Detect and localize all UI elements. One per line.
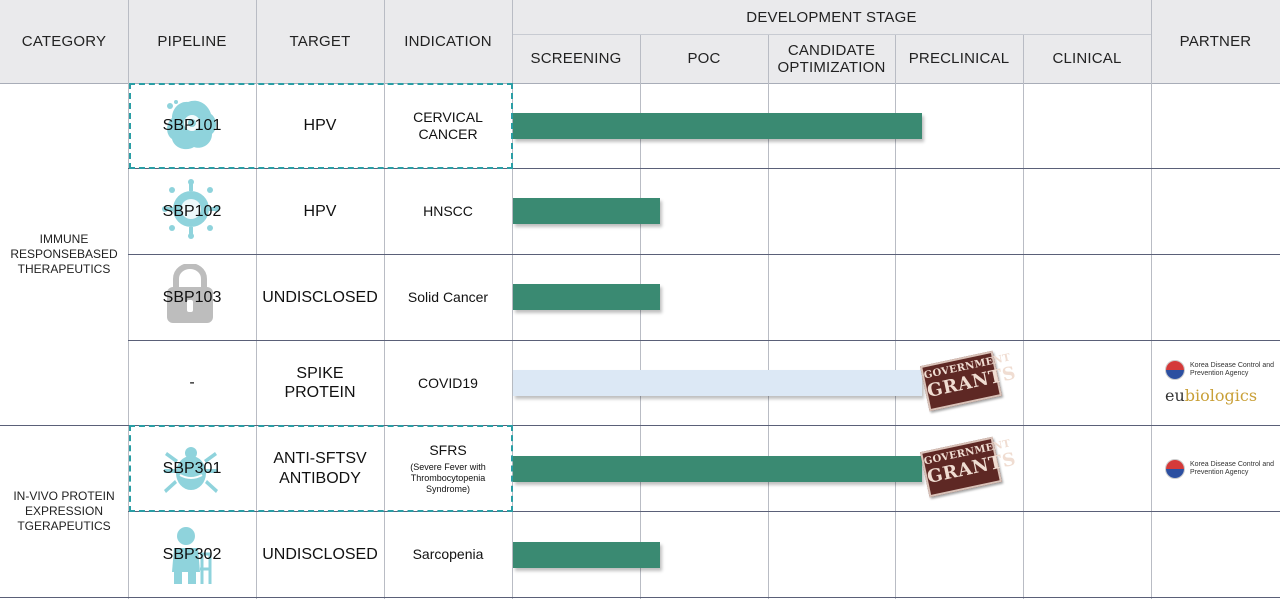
lock-icon xyxy=(167,264,213,323)
pipeline-sbp101: SBP101 xyxy=(162,117,222,135)
tick-icon xyxy=(164,447,218,493)
kdca-name-line2: Prevention Agency xyxy=(1190,469,1249,476)
kdca-logo-icon xyxy=(1165,360,1185,380)
target-sbp102: HPV xyxy=(303,202,337,220)
target-sbp103: UNDISCLOSED xyxy=(262,288,378,306)
highlight-sbp101 xyxy=(129,83,513,169)
indication-sbp103: Solid Cancer xyxy=(407,289,489,306)
kdca-name-line1: Korea Disease Control and xyxy=(1190,361,1275,369)
indication-sbp301: SFRS (Severe Fever with Thrombocytopenia… xyxy=(390,426,506,511)
partner-kdca-sbp301: Korea Disease Control and Prevention Age… xyxy=(1165,459,1274,479)
header-stage-preclinical: PRECLINICAL xyxy=(895,35,1023,83)
pipeline-sbp301: SBP301 xyxy=(162,459,222,477)
header-stage-candidate-optimization: CANDIDATE OPTIMIZATION xyxy=(768,35,895,83)
pipeline-covid: - xyxy=(189,374,195,392)
category-immune: IMMUNE RESPONSEBASED THERAPEUTICS xyxy=(10,232,118,276)
eubiologics-rest: biologics xyxy=(1184,386,1258,405)
government-grants-stamp-sbp301: GOVERNMENT GRANTS xyxy=(920,436,1018,498)
kdca-name-line2: Prevention Agency xyxy=(1190,370,1249,377)
stage-bar-sbp101 xyxy=(513,113,922,139)
header-pipeline: PIPELINE xyxy=(128,0,256,83)
indication-sfrs-note: (Severe Fever with Thrombocytopenia Synd… xyxy=(410,462,486,494)
indication-sbp302: Sarcopenia xyxy=(412,546,484,563)
header-partner: PARTNER xyxy=(1151,0,1280,83)
indication-sbp102: HNSCC xyxy=(423,203,473,220)
header-indication: INDICATION xyxy=(384,0,512,83)
stage-bar-sbp103 xyxy=(513,284,660,310)
stage-bar-sbp302 xyxy=(513,542,660,568)
virus-cell-icon xyxy=(167,100,217,150)
indication-sbp101: CERVICAL CANCER xyxy=(413,109,483,142)
virus-icon xyxy=(162,179,220,239)
target-covid: SPIKE PROTEIN xyxy=(284,364,356,401)
header-category: CATEGORY xyxy=(0,0,128,83)
partner-eubiologics: eubiologics xyxy=(1165,386,1257,405)
header-target: TARGET xyxy=(256,0,384,83)
header-development-stage: DEVELOPMENT STAGE xyxy=(512,0,1151,35)
header-stage-clinical: CLINICAL xyxy=(1023,35,1151,83)
target-sbp101: HPV xyxy=(303,117,337,135)
target-sbp302: UNDISCLOSED xyxy=(262,545,378,563)
pipeline-sbp103: SBP103 xyxy=(162,288,222,306)
header-stage-poc: POC xyxy=(640,35,768,83)
target-sbp301: ANTI-SFTSV ANTIBODY xyxy=(273,450,367,487)
government-grants-stamp-covid: GOVERNMENT GRANTS xyxy=(920,350,1018,412)
partner-kdca-covid: Korea Disease Control and Prevention Age… xyxy=(1165,360,1274,380)
stage-bar-sbp102 xyxy=(513,198,660,224)
elderly-person-icon xyxy=(172,527,212,584)
category-in-vivo: IN-VIVO PROTEIN EXPRESSION TGERAPEUTICS xyxy=(13,489,115,533)
eubiologics-eu: eu xyxy=(1165,386,1185,405)
pipeline-sbp102: SBP102 xyxy=(162,202,222,220)
pipeline-sbp302: SBP302 xyxy=(162,545,222,563)
kdca-name-line1: Korea Disease Control and xyxy=(1190,460,1275,468)
indication-covid: COVID19 xyxy=(418,374,478,391)
indication-sfrs: SFRS xyxy=(429,442,467,459)
kdca-logo-icon xyxy=(1165,459,1185,479)
header-stage-screening: SCREENING xyxy=(512,35,640,83)
stage-bar-covid xyxy=(513,370,922,396)
highlight-sbp301 xyxy=(129,425,513,512)
stage-bar-sbp301 xyxy=(513,456,922,482)
